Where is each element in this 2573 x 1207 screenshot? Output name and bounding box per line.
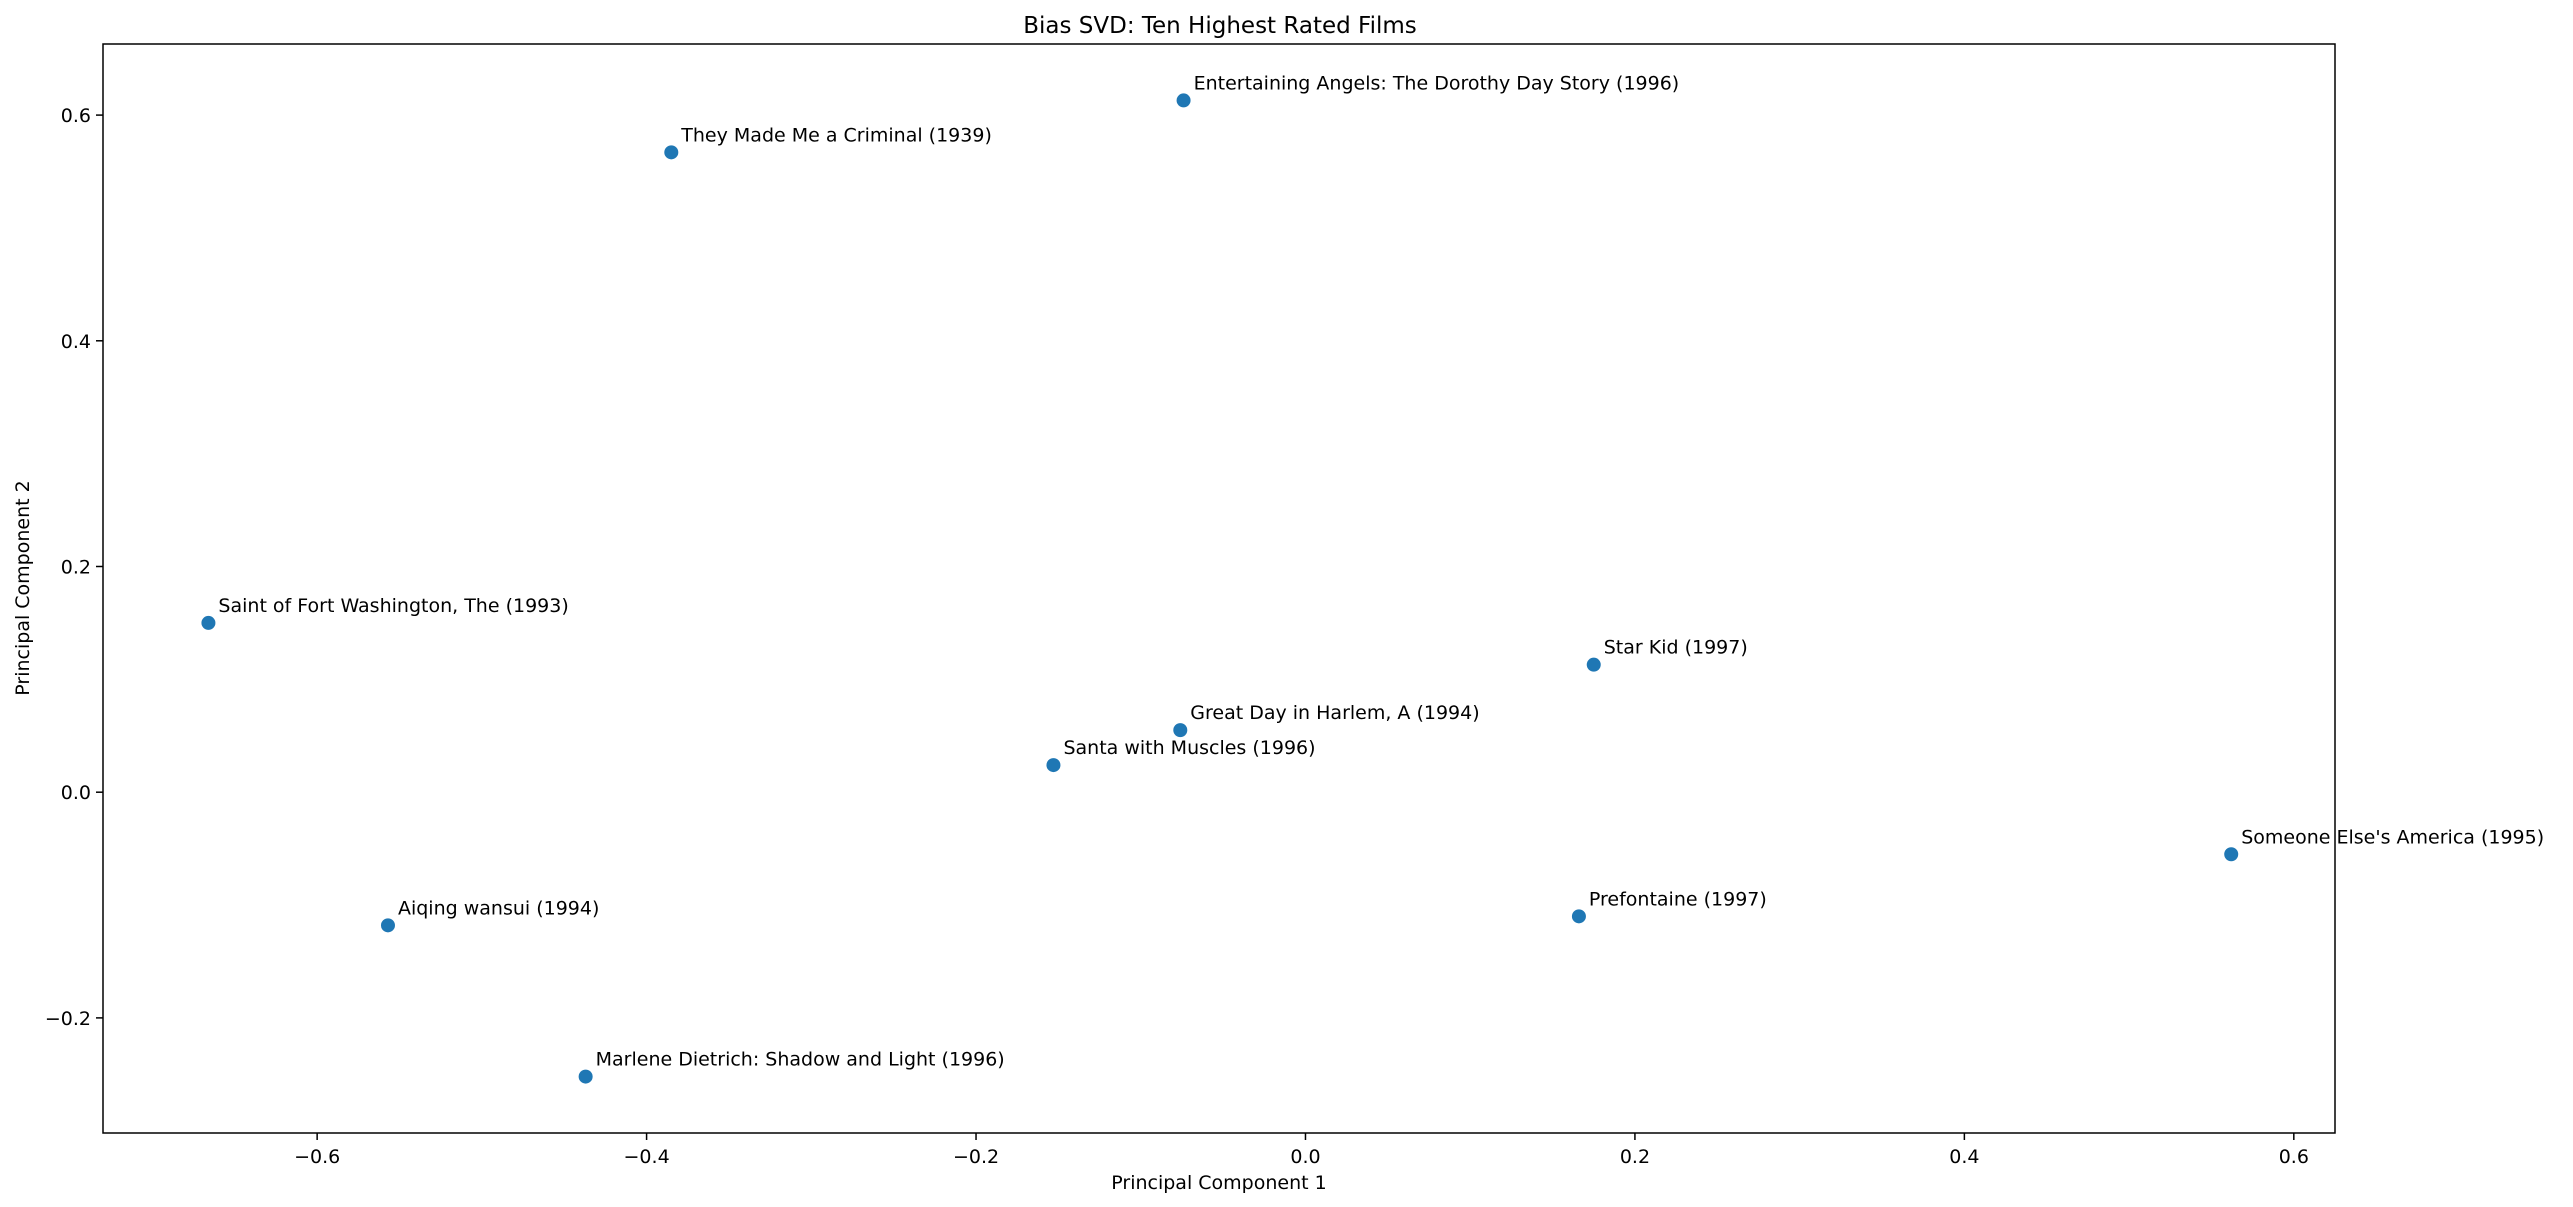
data-point-label: Star Kid (1997) [1604, 637, 1748, 659]
x-tick-label: 0.4 [1949, 1146, 1979, 1168]
data-point-label: Aiqing wansui (1994) [398, 897, 599, 919]
data-point [1046, 758, 1061, 773]
data-point [1571, 909, 1586, 924]
axis-ticks: −0.6 −0.4 −0.2 0.0 0.2 0.4 0.6 −0.2 0.0 0.2 0.4 0.6 [45, 105, 2309, 1168]
data-point-label: They Made Me a Criminal (1939) [680, 124, 992, 146]
data-point-label: Someone Else's America (1995) [2241, 826, 2544, 848]
data-point-label: Saint of Fort Washington, The (1993) [218, 595, 568, 617]
x-tick-label: −0.6 [294, 1146, 340, 1168]
data-point [664, 145, 679, 160]
y-tick-label: 0.0 [61, 782, 91, 804]
data-point-label: Santa with Muscles (1996) [1063, 737, 1315, 759]
data-points: Entertaining Angels: The Dorothy Day Sto… [201, 72, 2544, 1084]
data-point [1586, 657, 1601, 672]
y-tick-label: 0.2 [61, 556, 91, 578]
plot-frame [102, 43, 2336, 1134]
x-tick-label: −0.4 [624, 1146, 670, 1168]
data-point-label: Entertaining Angels: The Dorothy Day Sto… [1194, 72, 1680, 94]
data-point [1173, 723, 1188, 738]
y-axis-label: Principal Component 2 [12, 480, 34, 695]
y-tick-label: −0.2 [45, 1008, 91, 1030]
data-point [1176, 93, 1191, 108]
y-tick-label: 0.6 [61, 105, 91, 127]
data-point [2224, 847, 2239, 862]
data-point [380, 918, 395, 933]
y-tick-label: 0.4 [61, 331, 91, 353]
chart-title: Bias SVD: Ten Highest Rated Films [1023, 13, 1417, 39]
data-point-label: Great Day in Harlem, A (1994) [1190, 702, 1479, 724]
data-point-label: Marlene Dietrich: Shadow and Light (1996… [596, 1049, 1005, 1071]
data-point-label: Prefontaine (1997) [1589, 888, 1767, 910]
x-tick-label: 0.6 [2279, 1146, 2309, 1168]
data-point [578, 1069, 593, 1084]
x-tick-label: 0.0 [1290, 1146, 1320, 1168]
x-tick-label: −0.2 [953, 1146, 999, 1168]
data-point [201, 615, 216, 630]
x-axis-label: Principal Component 1 [1111, 1172, 1326, 1194]
x-tick-label: 0.2 [1620, 1146, 1650, 1168]
